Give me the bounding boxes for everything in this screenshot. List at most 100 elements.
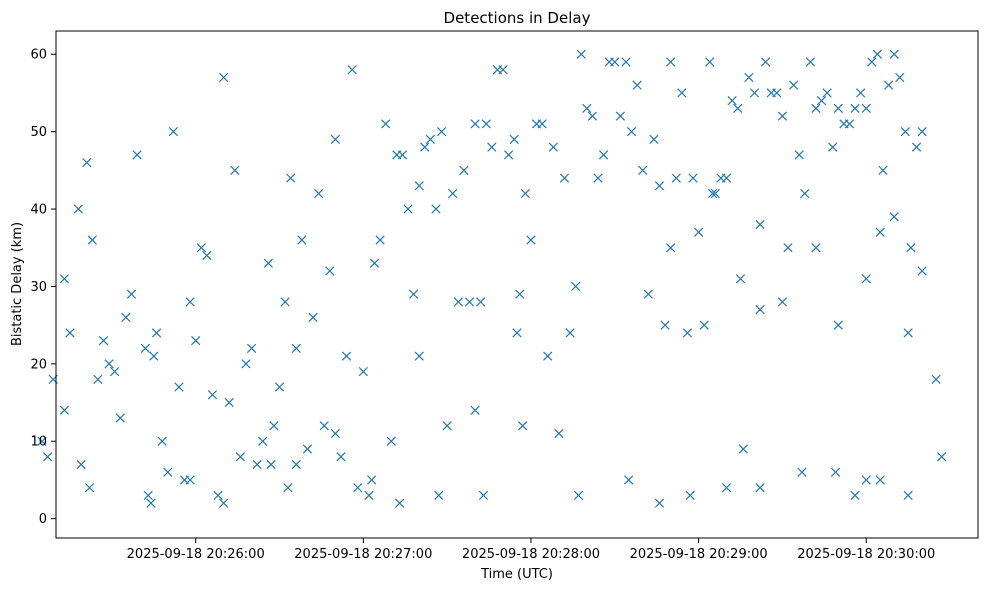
data-point (269, 421, 279, 431)
data-point (126, 289, 137, 299)
data-point (565, 328, 575, 338)
data-point (163, 467, 173, 477)
data-point (666, 57, 676, 67)
data-point (735, 274, 746, 284)
data-point (828, 142, 838, 152)
data-point (721, 483, 732, 493)
data-point (258, 436, 268, 446)
data-point (286, 173, 296, 183)
data-point (403, 204, 413, 214)
data-point (805, 57, 815, 67)
data-point (314, 188, 324, 199)
data-point (626, 127, 637, 137)
data-point (761, 57, 771, 67)
data-point (903, 490, 913, 501)
data-point (727, 96, 737, 106)
data-point (531, 119, 542, 129)
data-point (280, 297, 290, 307)
data-point (459, 165, 469, 175)
data-point (875, 227, 885, 237)
data-point (666, 243, 676, 253)
data-point (816, 96, 827, 106)
data-point (266, 459, 276, 470)
data-point (425, 134, 436, 144)
data-point (65, 328, 75, 338)
data-point (140, 343, 151, 353)
data-point (274, 382, 285, 392)
data-point (822, 88, 832, 98)
data-point (526, 235, 536, 245)
data-point (93, 374, 103, 384)
data-point (381, 119, 391, 129)
x-tick-label: 2025-09-18 20:30:00 (797, 547, 935, 562)
data-point (42, 452, 53, 462)
data-point (364, 490, 374, 501)
data-point (900, 127, 910, 137)
data-point (677, 88, 687, 98)
y-tick-label: 0 (39, 512, 47, 527)
y-axis-title: Bistatic Delay (km) (10, 222, 25, 346)
data-point (283, 483, 293, 493)
data-point (889, 212, 899, 222)
data-point (721, 173, 732, 183)
data-point (503, 150, 514, 160)
data-point (367, 475, 377, 485)
data-point (115, 413, 125, 423)
data-point (671, 173, 681, 183)
data-point (395, 498, 405, 508)
data-point (146, 498, 156, 508)
data-point (453, 297, 463, 307)
data-point (861, 475, 871, 485)
data-point (132, 150, 142, 160)
data-point (710, 188, 720, 199)
y-tick-label: 30 (30, 280, 47, 295)
y-tick-label: 40 (30, 203, 47, 218)
data-point (84, 483, 95, 493)
data-point (582, 103, 592, 114)
data-point (660, 320, 670, 330)
data-point (235, 452, 246, 462)
data-point (800, 188, 810, 199)
data-point (911, 142, 922, 152)
data-point (375, 235, 385, 245)
data-point (850, 103, 860, 114)
data-point (755, 483, 765, 493)
data-point (777, 297, 788, 307)
data-point (515, 289, 525, 299)
data-point (895, 72, 905, 83)
data-point (414, 351, 424, 361)
data-point (73, 204, 83, 214)
x-tick-label: 2025-09-18 20:29:00 (630, 547, 768, 562)
data-point (174, 382, 184, 392)
data-point (573, 490, 584, 501)
data-point (738, 444, 748, 454)
data-point (476, 297, 486, 307)
data-point (213, 490, 223, 501)
data-point (777, 111, 788, 121)
x-axis-title: Time (UTC) (480, 567, 553, 582)
data-point (434, 490, 444, 501)
data-point (509, 134, 519, 144)
data-point (783, 243, 793, 253)
data-point (431, 204, 441, 214)
data-point (705, 57, 715, 67)
data-point (638, 165, 648, 175)
data-point (811, 243, 821, 253)
data-point (369, 258, 380, 268)
data-point (168, 127, 178, 137)
data-point (241, 359, 251, 369)
data-point (830, 467, 841, 477)
data-point (302, 444, 313, 454)
data-point (878, 165, 888, 175)
data-point (498, 65, 508, 75)
data-point (448, 188, 458, 199)
data-point (149, 351, 159, 361)
data-point (766, 88, 776, 98)
data-point (185, 475, 195, 485)
data-point (157, 436, 167, 446)
chart-title: Detections in Delay (444, 9, 591, 27)
data-point (520, 188, 531, 199)
data-point (341, 351, 352, 361)
